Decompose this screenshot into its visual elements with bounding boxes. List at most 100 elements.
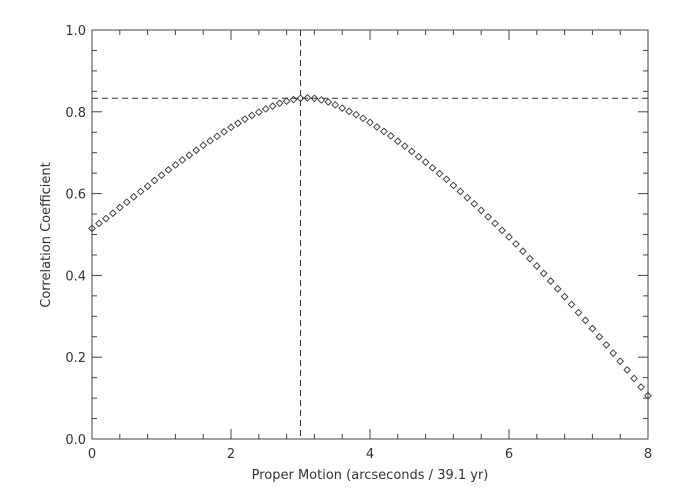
data-point: [115, 203, 124, 212]
y-axis-label: Correlation Coefficient: [39, 162, 54, 308]
data-point: [449, 181, 458, 190]
data-point: [491, 219, 499, 228]
data-point: [456, 187, 465, 196]
data-point: [366, 118, 374, 127]
data-point: [296, 94, 305, 103]
data-point: [387, 132, 395, 140]
data-point: [574, 308, 583, 317]
data-point: [234, 119, 242, 128]
data-point: [317, 96, 326, 104]
data-point: [484, 213, 492, 221]
data-point: [630, 374, 638, 383]
data-point: [400, 142, 409, 150]
data-point: [428, 163, 437, 172]
y-tick-label: 0.4: [65, 269, 86, 284]
data-point: [310, 94, 319, 103]
data-point: [435, 169, 444, 178]
data-point: [352, 110, 360, 119]
data-point: [623, 366, 631, 374]
data-point: [143, 182, 152, 191]
y-tick-label: 1.0: [65, 24, 86, 39]
reference-lines: [92, 30, 648, 439]
data-point: [303, 94, 312, 102]
data-point: [512, 240, 520, 248]
x-tick-label: 2: [227, 447, 235, 462]
data-point: [470, 199, 479, 208]
data-point: [637, 383, 645, 391]
data-points: [88, 94, 652, 400]
data-point: [414, 152, 423, 161]
data-point: [220, 128, 228, 136]
data-point: [254, 108, 263, 117]
data-point: [616, 357, 625, 366]
data-point: [268, 102, 277, 110]
data-point: [164, 166, 173, 174]
data-point: [192, 146, 201, 155]
data-point: [595, 332, 604, 341]
data-point: [241, 115, 249, 123]
data-point: [581, 316, 590, 325]
data-point: [644, 391, 652, 400]
data-point: [539, 269, 548, 278]
data-point: [185, 151, 194, 159]
data-point: [109, 209, 117, 218]
data-point: [505, 233, 513, 241]
data-point: [275, 99, 284, 108]
data-point: [532, 262, 541, 270]
y-tick-label: 0.0: [65, 433, 86, 448]
data-point: [567, 300, 576, 309]
x-tick-label: 8: [644, 447, 652, 462]
data-point: [609, 349, 618, 357]
x-axis-label: Proper Motion (arcseconds / 39.1 yr): [252, 468, 489, 483]
data-point: [546, 277, 555, 285]
data-point: [289, 95, 298, 104]
data-point: [602, 341, 611, 349]
data-point: [227, 123, 235, 132]
y-tick-label: 0.8: [65, 106, 86, 121]
data-point: [338, 104, 347, 112]
data-point: [553, 285, 562, 293]
data-point: [122, 198, 131, 207]
data-point: [373, 123, 381, 131]
data-point: [88, 224, 96, 233]
data-point: [178, 156, 187, 164]
data-point: [248, 111, 256, 120]
data-point: [345, 107, 353, 116]
data-point: [206, 137, 214, 145]
data-point: [150, 176, 159, 185]
data-point: [560, 292, 569, 301]
x-tick-label: 6: [505, 447, 513, 462]
data-point: [477, 206, 486, 215]
data-point: [526, 254, 534, 263]
data-point: [324, 98, 333, 106]
data-point: [588, 324, 597, 333]
data-point: [171, 161, 180, 169]
data-point: [421, 158, 430, 166]
data-point: [157, 171, 166, 180]
data-point: [102, 214, 110, 223]
data-point: [129, 193, 138, 201]
data-point: [95, 219, 103, 228]
data-point: [498, 226, 506, 235]
data-point: [199, 141, 208, 150]
data-point: [407, 147, 416, 156]
data-point: [213, 132, 221, 141]
x-tick-label: 4: [366, 447, 374, 462]
data-point: [393, 137, 402, 146]
data-point: [331, 101, 340, 109]
ticks: [91, 29, 649, 440]
data-point: [359, 114, 367, 123]
data-point: [261, 105, 270, 113]
data-point: [519, 247, 527, 256]
data-point: [442, 175, 451, 184]
data-point: [380, 127, 388, 136]
data-point: [136, 187, 145, 196]
x-tick-label: 0: [88, 447, 96, 462]
y-tick-label: 0.2: [65, 351, 86, 366]
plot-frame: [91, 29, 649, 440]
data-point: [282, 97, 291, 106]
y-tick-label: 0.6: [65, 188, 86, 203]
data-point: [463, 193, 472, 202]
tick-labels: 0 2 4 6 8 0.0 0.2 0.4 0.6 0.8 1.0: [65, 24, 652, 462]
